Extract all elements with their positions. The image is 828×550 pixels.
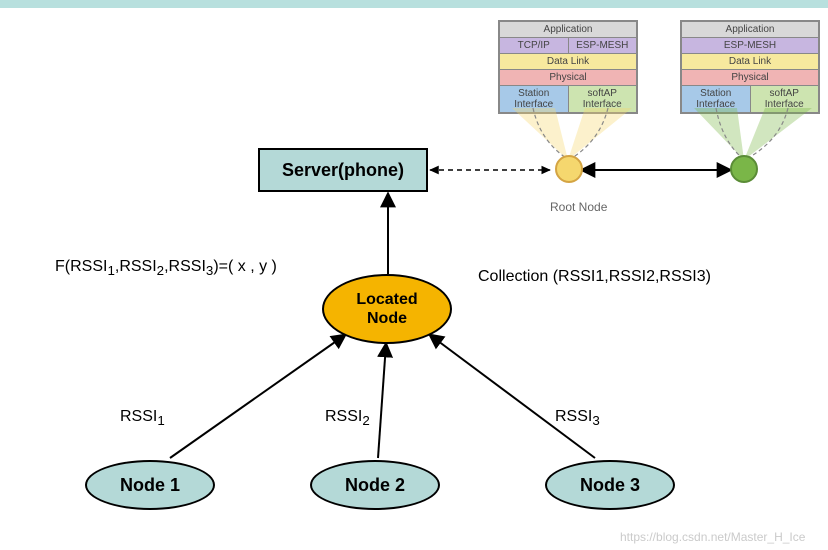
node-2: Node 2: [310, 460, 440, 510]
watermark-text: https://blog.csdn.net/Master_H_Ice: [620, 530, 805, 544]
node-3-label: Node 3: [580, 475, 640, 496]
top-border: [0, 0, 828, 8]
located-node: Located Node: [322, 274, 452, 344]
formula-label: F(RSSI1,RSSI2,RSSI3)=( x , y ): [55, 258, 277, 278]
root-node-label: Root Node: [550, 200, 607, 214]
server-label: Server(phone): [282, 160, 404, 181]
located-label-2: Node: [356, 309, 417, 328]
node-1: Node 1: [85, 460, 215, 510]
node-2-label: Node 2: [345, 475, 405, 496]
green-node-circle: [730, 155, 758, 183]
root-node-circle: [555, 155, 583, 183]
rssi-3-label: RSSI3: [555, 408, 600, 428]
collection-label: Collection (RSSI1,RSSI2,RSSI3): [478, 268, 711, 286]
node-3: Node 3: [545, 460, 675, 510]
server-box: Server(phone): [258, 148, 428, 192]
protocol-stack-left: ApplicationTCP/IPESP-MESHData LinkPhysic…: [498, 20, 638, 114]
located-label-1: Located: [356, 290, 417, 309]
collection-text: Collection (RSSI1,RSSI2,RSSI3): [478, 268, 711, 285]
watermark: https://blog.csdn.net/Master_H_Ice: [620, 530, 805, 544]
root-node-text: Root Node: [550, 200, 607, 214]
node-1-label: Node 1: [120, 475, 180, 496]
protocol-stack-right: ApplicationESP-MESHData LinkPhysicalStat…: [680, 20, 820, 114]
rssi-1-label: RSSI1: [120, 408, 165, 428]
rssi-2-label: RSSI2: [325, 408, 370, 428]
